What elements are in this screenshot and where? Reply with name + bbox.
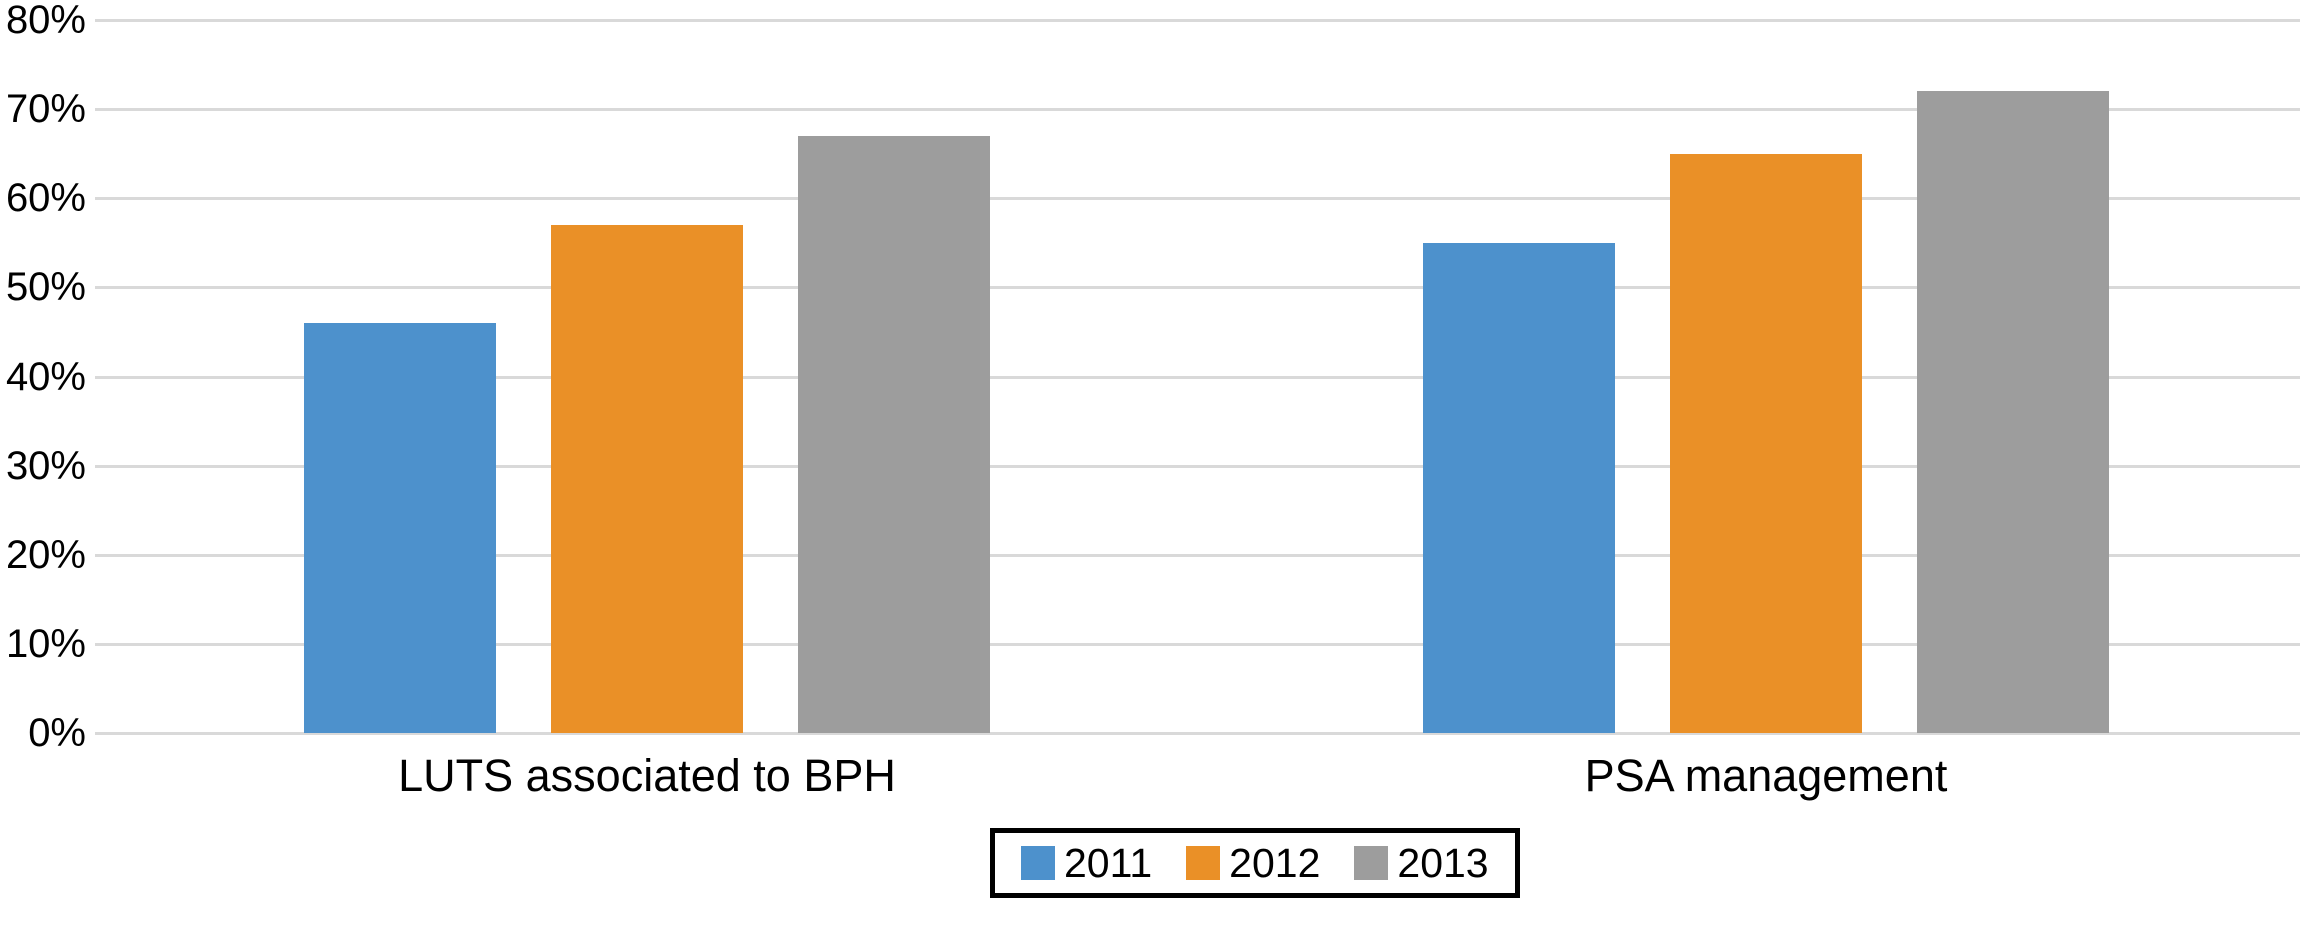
gridline-0%: [95, 732, 2300, 735]
y-tick-label-20%: 20%: [5, 532, 86, 577]
y-tick-label-0%: 0%: [28, 711, 86, 755]
y-tick-label-80%: 80%: [5, 0, 86, 42]
legend-item-2013: 2013: [1354, 840, 1489, 886]
gridline-20%: [95, 553, 2300, 557]
category-label-1: LUTS associated to BPH: [398, 750, 896, 801]
y-tick-label-60%: 60%: [5, 176, 86, 221]
gridline-50%: [95, 286, 2300, 290]
bar-2013-category-1: [798, 135, 990, 733]
bar-2011-category-1: [304, 323, 496, 733]
y-tick-label-40%: 40%: [5, 354, 86, 399]
legend-swatch-2013: [1354, 846, 1389, 880]
bar-2012-category-2: [1670, 153, 1862, 733]
legend: 2011 2012 2013: [990, 828, 1520, 898]
gridline-70%: [95, 108, 2300, 112]
bar-2012-category-1: [551, 224, 743, 733]
legend-swatch-2012: [1186, 846, 1221, 880]
gridline-40%: [95, 375, 2300, 379]
legend-item-2012: 2012: [1186, 841, 1320, 885]
gridline-10%: [95, 642, 2300, 646]
y-tick-label-30%: 30%: [5, 443, 86, 488]
gridline-60%: [95, 197, 2300, 201]
gridline-80%: [95, 19, 2300, 22]
legend-label-2013: 2013: [1397, 840, 1489, 886]
gridline-30%: [95, 464, 2300, 468]
legend-item-2011: 2011: [1021, 841, 1152, 885]
legend-label-2011: 2011: [1064, 840, 1153, 886]
y-tick-label-50%: 50%: [5, 265, 86, 310]
y-tick-label-70%: 70%: [5, 87, 86, 132]
bar-2011-category-2: [1423, 242, 1615, 733]
legend-swatch-2011: [1021, 846, 1055, 880]
category-label-2: PSA management: [1584, 750, 1948, 801]
bar-2013-category-2: [1917, 91, 2109, 733]
y-tick-label-10%: 10%: [5, 621, 86, 666]
legend-label-2012: 2012: [1229, 840, 1321, 886]
